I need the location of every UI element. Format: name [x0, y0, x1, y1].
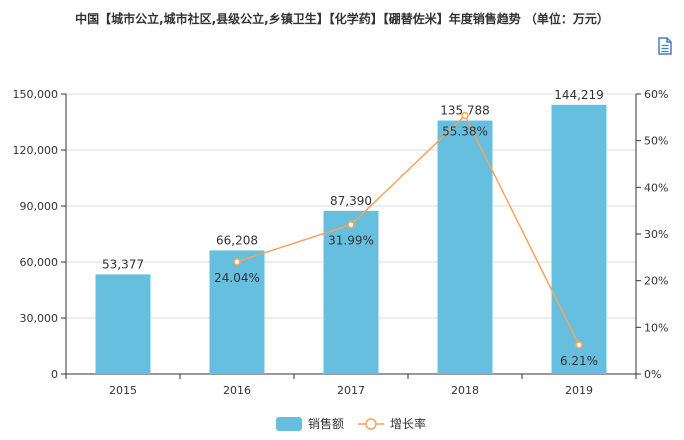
- y-left-tick-label: 0: [51, 368, 58, 381]
- growth-rate-label: 6.21%: [560, 354, 598, 368]
- bar-value-label: 87,390: [330, 194, 372, 208]
- y-right-tick-label: 0%: [644, 368, 661, 381]
- x-tick-label: 2018: [451, 384, 479, 397]
- x-tick-label: 2015: [109, 384, 137, 397]
- y-left-tick-label: 120,000: [13, 144, 59, 157]
- growth-rate-point: [233, 258, 241, 266]
- growth-rate-line: [236, 114, 580, 346]
- bar-value-label: 144,219: [554, 88, 604, 102]
- bar: [323, 210, 379, 374]
- y-right-tick-label: 30%: [644, 228, 668, 241]
- y-left-tick-label: 60,000: [20, 256, 59, 269]
- bar-value-label: 53,377: [102, 257, 144, 271]
- legend-line-marker: [365, 418, 377, 430]
- document-icon[interactable]: [657, 37, 673, 55]
- growth-rate-label: 31.99%: [328, 234, 374, 248]
- bar: [95, 274, 151, 374]
- legend-line-label: 增长率: [390, 416, 426, 431]
- y-left-tick-label: 30,000: [20, 312, 59, 325]
- bar: [551, 104, 607, 374]
- y-right-tick-label: 20%: [644, 275, 668, 288]
- bar: [437, 120, 493, 374]
- y-left-tick-label: 90,000: [20, 200, 59, 213]
- bar: [209, 250, 265, 374]
- y-right-tick-label: 10%: [644, 321, 668, 334]
- growth-rate-point: [575, 341, 583, 349]
- growth-rate-point: [347, 220, 355, 229]
- growth-rate-point: [461, 111, 469, 120]
- x-tick-label: 2017: [337, 384, 365, 397]
- x-tick-label: 2016: [223, 384, 251, 397]
- growth-rate-label: 55.38%: [442, 125, 488, 139]
- y-right-tick-label: 50%: [644, 135, 668, 148]
- chart-title: 中国【城市公立,城市社区,县级公立,乡镇卫生】【化学药】【硼替佐米】年度销售趋势…: [75, 12, 609, 26]
- y-right-tick-label: 40%: [644, 181, 668, 194]
- bar-value-label: 135,788: [440, 104, 490, 118]
- y-right-tick-label: 60%: [644, 88, 668, 101]
- x-tick-label: 2019: [565, 384, 593, 397]
- legend-bar-label: 销售额: [308, 416, 344, 431]
- y-left-tick-label: 150,000: [13, 88, 59, 101]
- growth-rate-label: 24.04%: [214, 271, 260, 285]
- bar-value-label: 66,208: [216, 233, 258, 247]
- legend-bar-swatch: [276, 417, 302, 431]
